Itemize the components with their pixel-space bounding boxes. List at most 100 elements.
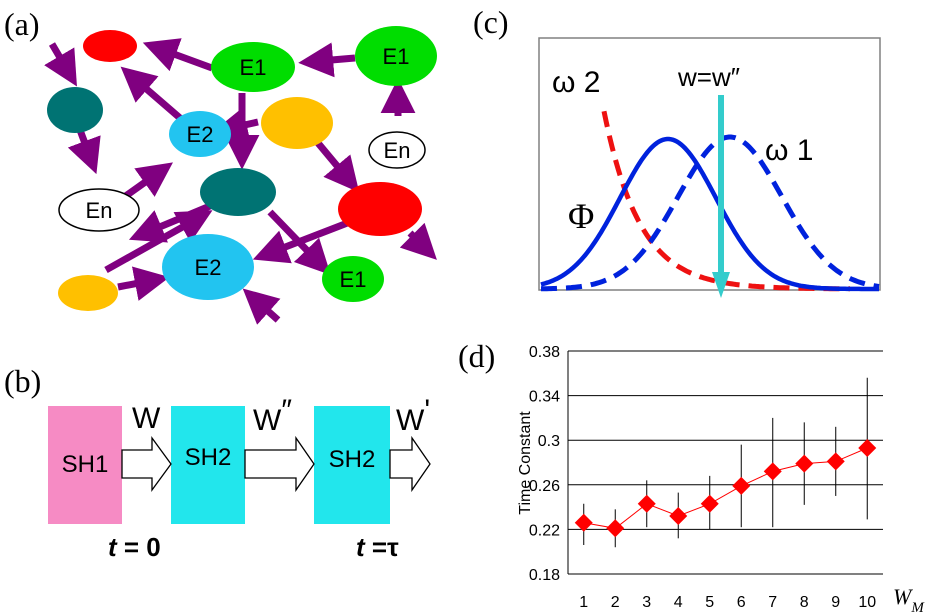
box-sh2-second bbox=[314, 406, 390, 524]
box-sh2-first bbox=[171, 406, 245, 524]
x-axis-title: WM bbox=[893, 584, 925, 615]
y-tick-label: 0.34 bbox=[529, 389, 560, 406]
omega2-label: ω 2 bbox=[552, 66, 600, 99]
curve-phi bbox=[540, 136, 879, 292]
box-sh1 bbox=[48, 406, 122, 524]
time-end-var: t bbox=[356, 532, 366, 562]
weight-label-w: W bbox=[132, 402, 161, 435]
data-point bbox=[795, 454, 814, 473]
node-label-e1-bottom: E1 bbox=[340, 267, 367, 292]
distribution-frame bbox=[538, 37, 881, 291]
box-label-sh2-first: SH2 bbox=[185, 444, 232, 471]
x-tick-label: 1 bbox=[579, 594, 588, 611]
node-en-left: En bbox=[58, 188, 140, 232]
weight-w2-letter: W bbox=[253, 404, 282, 437]
marker-arrowhead bbox=[712, 272, 730, 298]
y-tick-label: 0.3 bbox=[538, 433, 560, 450]
node-label-e1-top: E1 bbox=[240, 55, 267, 80]
weight-w-letter: W bbox=[132, 402, 161, 435]
sequence-diagram: SH1 SH2 SH2 W W″ W' t = 0 t =τ bbox=[48, 394, 431, 562]
y-tick-label: 0.38 bbox=[529, 344, 560, 361]
arrow-teal-to-e1 bbox=[267, 209, 331, 276]
panel-label-a: (a) bbox=[4, 6, 40, 42]
arrow-e2-to-red bbox=[120, 66, 183, 121]
x-tick-label: 9 bbox=[831, 594, 840, 611]
data-point bbox=[669, 507, 688, 526]
data-point bbox=[574, 513, 593, 532]
y-tick-label: 0.22 bbox=[529, 522, 560, 539]
arrow-yellow-to-red bbox=[315, 140, 360, 193]
arrow-in-e2-bottom bbox=[242, 288, 281, 325]
node-yellow-bottom bbox=[58, 275, 118, 311]
x-tick-label: 4 bbox=[674, 594, 683, 611]
y-axis-title: Time Constant bbox=[517, 411, 534, 515]
node-red-top bbox=[83, 30, 137, 62]
arrow-e1-to-red bbox=[142, 38, 214, 72]
arrow-sh2-out bbox=[389, 435, 431, 493]
weight-w3-mark: ' bbox=[424, 394, 430, 427]
data-point bbox=[606, 519, 625, 538]
time-start-value: = 0 bbox=[117, 532, 161, 562]
weight-label-w-prime: W' bbox=[396, 394, 430, 437]
data-point bbox=[732, 476, 751, 495]
x-tick-label: 2 bbox=[611, 594, 620, 611]
arrow-e1b-to-e1a bbox=[298, 42, 356, 78]
time-end-value: =τ bbox=[365, 532, 399, 562]
node-label-e2-top: E2 bbox=[187, 122, 214, 147]
chart-grid bbox=[568, 350, 883, 530]
arrow-sh1-to-sh2 bbox=[121, 436, 172, 492]
arrow-teal-to-en bbox=[67, 128, 101, 175]
y-tick-label: 0.26 bbox=[529, 478, 560, 495]
time-label-start: t = 0 bbox=[108, 532, 161, 562]
data-point bbox=[700, 494, 719, 513]
arrow-red-out bbox=[399, 222, 437, 260]
series-line bbox=[583, 447, 868, 529]
omega1-label: ω 1 bbox=[765, 134, 813, 167]
data-point bbox=[826, 452, 845, 471]
box-label-sh1: SH1 bbox=[62, 451, 109, 478]
arrow-sh2-to-sh2 bbox=[244, 435, 315, 493]
node-label-e2-bottom: E2 bbox=[195, 255, 222, 280]
y-tick-labels: 0.18 0.22 0.26 0.3 0.34 0.38 bbox=[529, 344, 560, 584]
x-tick-label: 5 bbox=[705, 594, 714, 611]
weight-w2-mark: ″ bbox=[281, 394, 292, 427]
data-point bbox=[637, 494, 656, 513]
x-tick-label: 10 bbox=[858, 594, 876, 611]
node-teal-left bbox=[47, 87, 103, 133]
node-e1-bottom: E1 bbox=[322, 256, 384, 302]
node-e1-right: E1 bbox=[355, 26, 437, 86]
box-label-sh2-second: SH2 bbox=[329, 446, 376, 473]
x-tick-labels: 1 2 3 4 5 6 7 8 9 10 bbox=[579, 594, 876, 611]
node-e2-top: E2 bbox=[169, 111, 231, 157]
node-e2-bottom: E2 bbox=[162, 234, 254, 300]
arrow-yellow-to-teal bbox=[104, 210, 213, 274]
node-label-e1-right: E1 bbox=[383, 44, 410, 69]
node-label-en-right: En bbox=[384, 138, 411, 163]
x-tick-label: 3 bbox=[642, 594, 651, 611]
distribution-plot: ω 2 ω 1 Φ w=w″ bbox=[538, 37, 881, 298]
weight-label-w-double-prime: W″ bbox=[253, 394, 292, 437]
condition-label: w=w″ bbox=[677, 62, 740, 92]
x-tick-label: 7 bbox=[768, 594, 777, 611]
panel-label-c: (c) bbox=[473, 4, 509, 40]
time-constant-chart: 0.18 0.22 0.26 0.3 0.34 0.38 1 2 3 4 5 6 7 8 9 10 Time… bbox=[517, 344, 925, 615]
data-point bbox=[763, 462, 782, 481]
time-label-end: t =τ bbox=[356, 532, 399, 562]
panel-label-d: (d) bbox=[458, 338, 495, 374]
node-teal-center bbox=[200, 168, 276, 216]
arrow-in-teal bbox=[44, 42, 77, 87]
data-point bbox=[858, 439, 877, 458]
weight-w3-letter: W bbox=[396, 404, 425, 437]
x-tick-label: 8 bbox=[800, 594, 809, 611]
curve-omega1 bbox=[541, 134, 880, 292]
arrow-yellow-to-e2 bbox=[117, 266, 170, 301]
node-e1-top: E1 bbox=[211, 42, 295, 92]
node-label-en-left: En bbox=[86, 198, 113, 223]
time-start-var: t bbox=[108, 532, 118, 562]
node-en-right: En bbox=[368, 131, 426, 169]
data-points bbox=[574, 439, 877, 538]
x-tick-label: 6 bbox=[737, 594, 746, 611]
network-nodes: E1 E1 E2 En En E2 bbox=[47, 26, 437, 311]
network-arrows bbox=[44, 38, 437, 325]
